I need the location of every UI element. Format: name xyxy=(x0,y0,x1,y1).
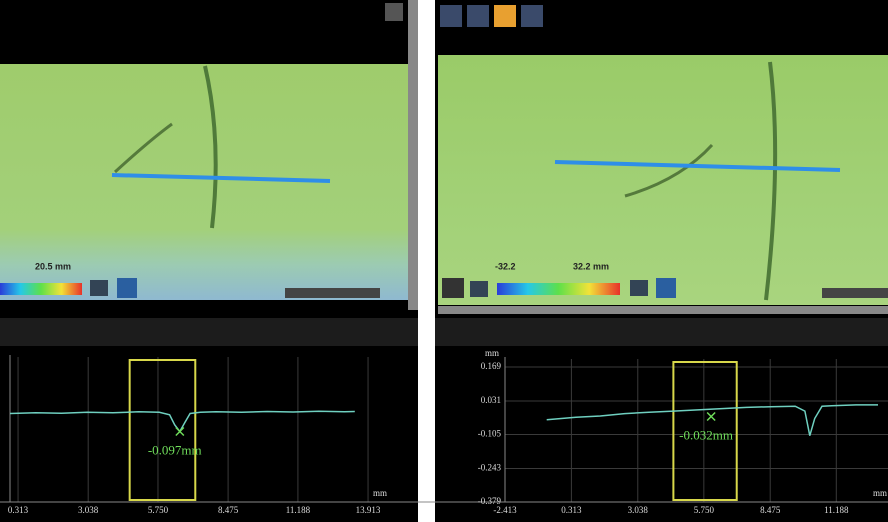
scan-image xyxy=(0,64,408,300)
fullscreen-button[interactable] xyxy=(385,3,403,21)
tool-button[interactable] xyxy=(90,280,108,296)
toolbar xyxy=(435,318,888,346)
profile-trace xyxy=(546,404,878,436)
scale-label: 32.2 mm xyxy=(573,261,609,271)
color-bar xyxy=(497,283,620,295)
slider[interactable] xyxy=(822,288,888,298)
view-button[interactable] xyxy=(494,5,516,27)
profile-plot: -2.413 0.313 3.038 5.750 8.475 11.188 0.169 0.0… xyxy=(478,348,888,515)
measure-line[interactable] xyxy=(111,173,331,183)
profile-trace xyxy=(9,410,355,433)
x-tick-label: 3.038 xyxy=(78,505,99,515)
x-tick-label: 11.188 xyxy=(824,505,849,515)
x-tick-label: 13.913 xyxy=(356,505,381,515)
y-tick-label: -0.105 xyxy=(478,429,502,439)
left-panel: 20.5 mm xyxy=(0,0,418,522)
crack xyxy=(203,65,218,229)
x-tick-label: -2.413 xyxy=(493,505,517,515)
measure-marker xyxy=(706,411,716,422)
view-button[interactable] xyxy=(440,5,462,27)
x-tick-label: 5.750 xyxy=(148,505,169,515)
y-tick-label: -0.379 xyxy=(478,496,502,506)
view-button[interactable] xyxy=(521,5,543,27)
x-tick-label: 3.038 xyxy=(628,505,649,515)
measure-label: -0.032mm xyxy=(679,428,733,443)
scrollbar[interactable] xyxy=(408,0,418,310)
crack xyxy=(113,122,173,174)
tool-button[interactable] xyxy=(656,278,676,298)
x-tick-label: 8.475 xyxy=(218,505,239,515)
profile-plot: 0.313 3.038 5.750 8.475 11.188 13.913 mm -0.097… xyxy=(0,355,888,515)
tool-button[interactable] xyxy=(470,281,488,297)
selection-box xyxy=(128,359,197,501)
scrollbar[interactable] xyxy=(438,306,888,314)
y-tick-label: 0.031 xyxy=(481,395,501,405)
unit-label: mm xyxy=(485,348,499,358)
unit-label: mm xyxy=(873,488,887,498)
y-tick-label: 0.169 xyxy=(481,361,502,371)
measure-line[interactable] xyxy=(554,160,841,172)
tool-button[interactable] xyxy=(117,278,137,298)
crack xyxy=(624,143,714,198)
x-tick-label: 11.188 xyxy=(286,505,311,515)
toolbar xyxy=(0,318,418,346)
scale-label: 20.5 mm xyxy=(35,261,71,271)
x-tick-label: 5.750 xyxy=(694,505,715,515)
view-button[interactable] xyxy=(467,5,489,27)
right-panel: -32.2 32.2 mm xyxy=(435,0,888,522)
settings-button[interactable] xyxy=(442,278,464,298)
x-tick-label: 0.313 xyxy=(561,505,582,515)
slider[interactable] xyxy=(285,288,380,298)
x-tick-label: 8.475 xyxy=(760,505,781,515)
y-tick-label: -0.243 xyxy=(478,463,502,473)
tool-button[interactable] xyxy=(630,280,648,296)
measure-marker xyxy=(175,426,185,437)
scale-label: -32.2 xyxy=(495,261,516,271)
measure-label: -0.097mm xyxy=(148,442,202,457)
color-bar xyxy=(0,283,82,295)
crack xyxy=(764,61,778,301)
unit-label: mm xyxy=(373,488,387,498)
selection-box xyxy=(672,361,738,501)
profiles: 0.313 3.038 5.750 8.475 11.188 13.913 mm -0.097… xyxy=(0,348,888,515)
x-tick-label: 0.313 xyxy=(8,505,29,515)
